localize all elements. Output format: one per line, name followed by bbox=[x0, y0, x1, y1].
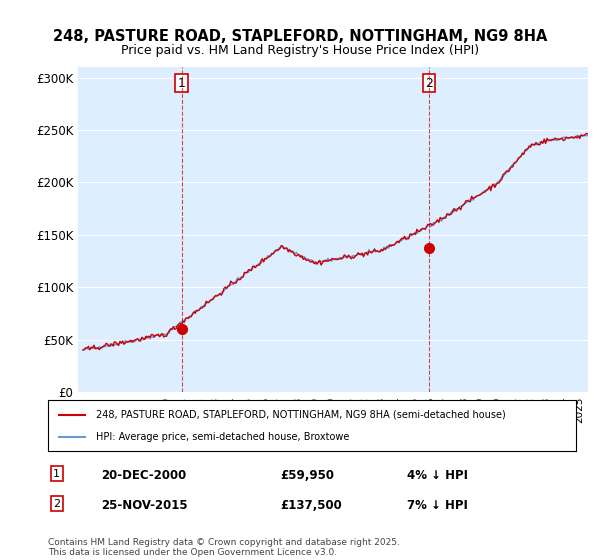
Text: HPI: Average price, semi-detached house, Broxtowe: HPI: Average price, semi-detached house,… bbox=[95, 432, 349, 442]
Text: 248, PASTURE ROAD, STAPLEFORD, NOTTINGHAM, NG9 8HA: 248, PASTURE ROAD, STAPLEFORD, NOTTINGHA… bbox=[53, 29, 547, 44]
Text: £59,950: £59,950 bbox=[280, 469, 334, 482]
Text: 248, PASTURE ROAD, STAPLEFORD, NOTTINGHAM, NG9 8HA (semi-detached house): 248, PASTURE ROAD, STAPLEFORD, NOTTINGHA… bbox=[95, 409, 505, 419]
Text: 4% ↓ HPI: 4% ↓ HPI bbox=[407, 469, 468, 482]
Text: 25-NOV-2015: 25-NOV-2015 bbox=[101, 498, 187, 512]
Text: 2: 2 bbox=[53, 498, 61, 508]
Text: Price paid vs. HM Land Registry's House Price Index (HPI): Price paid vs. HM Land Registry's House … bbox=[121, 44, 479, 57]
Text: 2: 2 bbox=[425, 77, 433, 90]
Text: 20-DEC-2000: 20-DEC-2000 bbox=[101, 469, 186, 482]
Text: Contains HM Land Registry data © Crown copyright and database right 2025.
This d: Contains HM Land Registry data © Crown c… bbox=[48, 538, 400, 557]
Text: 7% ↓ HPI: 7% ↓ HPI bbox=[407, 498, 468, 512]
Text: 1: 1 bbox=[53, 469, 60, 479]
Text: 1: 1 bbox=[178, 77, 186, 90]
Text: £137,500: £137,500 bbox=[280, 498, 342, 512]
